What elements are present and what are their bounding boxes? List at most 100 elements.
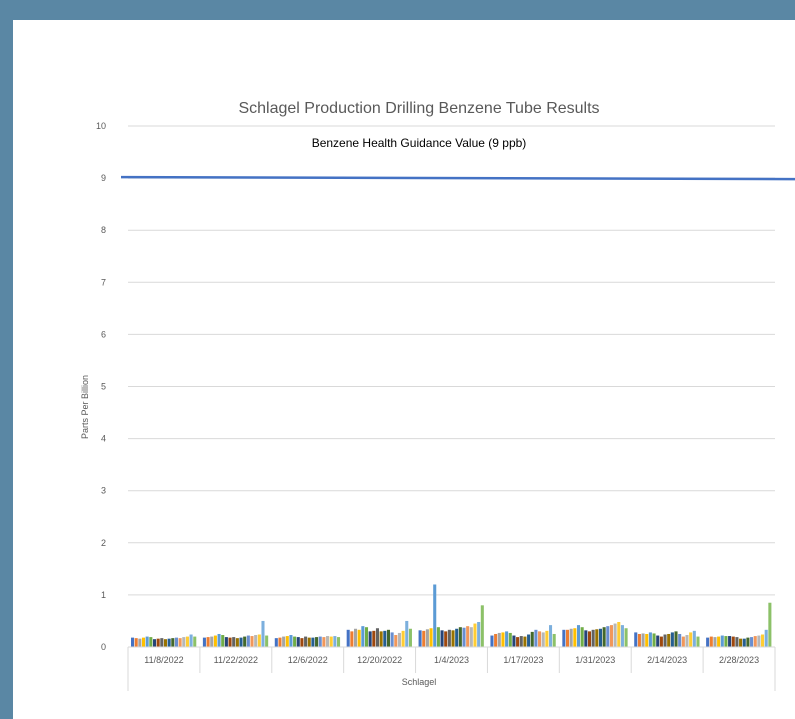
bar — [429, 628, 433, 647]
gridlines — [128, 125, 775, 596]
bar — [735, 637, 739, 647]
bar — [681, 636, 685, 647]
bar — [436, 627, 440, 647]
bar — [304, 636, 308, 647]
bar — [178, 638, 182, 647]
bar — [541, 632, 545, 647]
y-tick-label: 0 — [101, 642, 106, 652]
bar — [397, 632, 401, 647]
y-tick-label: 3 — [101, 486, 106, 496]
bar — [134, 638, 138, 647]
bar — [724, 636, 728, 647]
bar — [624, 628, 628, 647]
bar — [656, 635, 660, 647]
bar — [508, 632, 512, 647]
bar — [516, 637, 520, 647]
x-tick-label: 11/8/2022 — [144, 655, 183, 665]
bar — [156, 638, 160, 647]
bar — [329, 636, 333, 647]
x-tick-label: 2/28/2023 — [719, 655, 759, 665]
guidance-value-label: Benzene Health Guidance Value (9 ppb) — [312, 136, 527, 150]
bar — [257, 634, 261, 647]
bar — [480, 605, 484, 647]
bar — [620, 625, 624, 647]
bar — [152, 639, 157, 647]
bar — [645, 633, 649, 647]
bar — [296, 637, 300, 647]
bar — [512, 635, 516, 647]
bar — [527, 634, 531, 647]
bar — [228, 637, 232, 647]
bar — [322, 637, 326, 647]
bar — [289, 635, 293, 647]
bar — [254, 635, 258, 647]
bar — [425, 629, 429, 647]
bar — [243, 636, 247, 647]
bar — [282, 636, 286, 647]
bar — [350, 631, 354, 647]
y-tick-label: 6 — [101, 329, 106, 339]
bar — [731, 636, 735, 647]
bar — [689, 632, 693, 647]
bar — [706, 637, 710, 647]
bar — [141, 637, 146, 647]
bar — [202, 637, 206, 647]
bar — [383, 630, 387, 647]
bar — [261, 620, 265, 647]
y-axis-label: Parts Per Billion — [80, 375, 90, 439]
bar — [451, 630, 455, 647]
bar — [634, 632, 638, 647]
bar — [753, 636, 757, 647]
bar — [326, 636, 330, 647]
bar — [447, 629, 451, 647]
bar-series — [131, 584, 772, 647]
bar — [401, 630, 405, 647]
y-tick-label: 7 — [101, 277, 106, 287]
bar — [357, 629, 361, 647]
bar — [390, 632, 394, 647]
bar — [587, 631, 592, 647]
bar — [562, 629, 566, 647]
bar — [361, 626, 365, 647]
bar — [549, 625, 553, 647]
bar — [466, 626, 470, 647]
bar — [318, 636, 322, 647]
bar — [713, 637, 717, 647]
bar — [337, 637, 341, 647]
bar — [189, 634, 193, 647]
bar — [405, 620, 409, 647]
bar — [160, 638, 164, 647]
x-tick-label: 1/17/2023 — [503, 655, 543, 665]
bar — [145, 636, 149, 647]
bar — [768, 602, 772, 647]
bar — [353, 628, 358, 647]
bar — [617, 621, 621, 647]
bar — [473, 623, 477, 647]
bar — [221, 635, 225, 647]
bar — [552, 633, 556, 647]
bar — [637, 633, 641, 647]
bar — [469, 627, 473, 647]
bar — [750, 637, 754, 647]
bar — [440, 630, 444, 647]
bar — [364, 627, 369, 647]
bar — [505, 631, 509, 647]
bar — [315, 637, 319, 647]
y-tick-label: 8 — [101, 225, 106, 235]
bar — [193, 636, 197, 647]
bar — [565, 629, 570, 647]
bar — [678, 633, 682, 647]
bar — [494, 633, 498, 647]
bar — [497, 632, 501, 647]
x-tick-label: 12/6/2022 — [288, 655, 328, 665]
bar — [534, 629, 538, 647]
bar — [379, 631, 383, 647]
y-tick-label: 4 — [101, 434, 106, 444]
bar — [652, 633, 656, 647]
bar — [606, 626, 610, 647]
bar — [576, 625, 581, 647]
bar — [131, 637, 135, 647]
y-tick-label: 2 — [101, 538, 106, 548]
x-tick-label: 1/4/2023 — [434, 655, 469, 665]
bar — [250, 636, 254, 647]
